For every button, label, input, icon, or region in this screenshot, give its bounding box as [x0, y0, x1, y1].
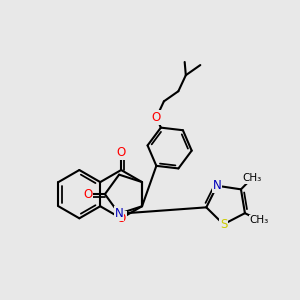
Text: S: S	[220, 218, 227, 231]
Text: CH₃: CH₃	[250, 215, 269, 225]
Text: N: N	[115, 207, 124, 220]
Text: O: O	[83, 188, 92, 201]
Text: CH₃: CH₃	[243, 173, 262, 183]
Text: O: O	[116, 146, 126, 159]
Text: O: O	[152, 111, 161, 124]
Text: O: O	[116, 212, 126, 225]
Text: N: N	[213, 179, 221, 192]
